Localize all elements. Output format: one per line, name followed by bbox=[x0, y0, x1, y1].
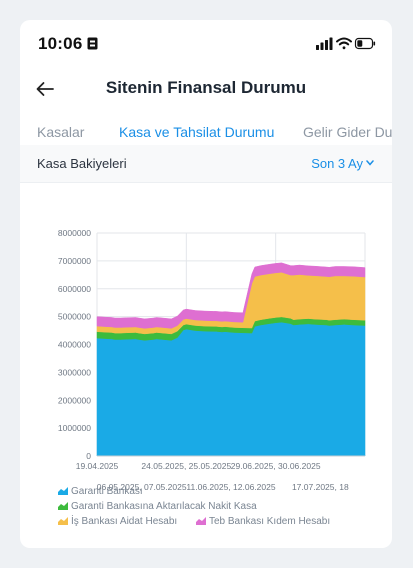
area-chart-icon bbox=[195, 517, 206, 525]
legend-label: Garanti Bankasına Aktarılacak Nakit Kasa bbox=[71, 501, 257, 512]
battery-icon bbox=[354, 37, 376, 50]
x-tick-label: 17.07.2025, 18 bbox=[292, 482, 349, 492]
signal-icon bbox=[316, 37, 333, 50]
y-tick-label: 1000000 bbox=[58, 423, 91, 433]
balance-chart: 8000000 7000000 6000000 5000000 4000000 30000… bbox=[58, 228, 366, 492]
y-tick-label: 2000000 bbox=[58, 395, 91, 405]
area-series-4[interactable] bbox=[96, 262, 366, 329]
page-title: Sitenin Finansal Durumu bbox=[105, 78, 307, 97]
y-tick-label: 3000000 bbox=[58, 367, 91, 377]
system-icons bbox=[316, 37, 376, 50]
tab-kasa-ve-tahsilat[interactable]: Kasa ve Tahsilat Durumu bbox=[119, 124, 275, 140]
legend-label: İş Bankası Aidat Hesabı bbox=[71, 516, 178, 527]
status-time: 10:06 bbox=[38, 34, 83, 53]
tab-gelir-gider[interactable]: Gelir Gider Dur bbox=[303, 124, 392, 140]
area-chart-icon bbox=[58, 517, 68, 525]
y-tick-label: 8000000 bbox=[58, 228, 91, 238]
legend-item-is-bankasi[interactable]: İş Bankası Aidat Hesabı bbox=[58, 514, 177, 529]
title-bar: Sitenin Finansal Durumu bbox=[20, 70, 392, 110]
x-tick-label: 19.04.2025 bbox=[76, 461, 119, 471]
x-tick-label: 11.06.2025, 12.06.2025 bbox=[186, 482, 275, 492]
y-axis: 8000000 7000000 6000000 5000000 4000000 30000… bbox=[58, 228, 91, 461]
area-chart-icon bbox=[58, 487, 68, 495]
phone-screen: 10:06 bbox=[20, 20, 392, 548]
status-bar: 10:06 bbox=[20, 20, 392, 66]
y-tick-label: 4000000 bbox=[58, 340, 91, 350]
tab-kasalar[interactable]: Kasalar bbox=[37, 124, 85, 140]
wifi-icon bbox=[336, 37, 352, 50]
legend-label: Garanti Bankası bbox=[71, 486, 143, 497]
legend-item-aktarilacak[interactable]: Garanti Bankasına Aktarılacak Nakit Kasa bbox=[58, 499, 257, 514]
legend-item-garanti[interactable]: Garanti Bankası bbox=[58, 484, 143, 499]
y-tick-label: 0 bbox=[86, 451, 91, 461]
period-label: Son 3 Ay bbox=[311, 156, 363, 171]
legend-label: Teb Bankası Kıdem Hesabı bbox=[208, 516, 331, 527]
panel-header: Kasa Bakiyeleri Son 3 Ay bbox=[20, 145, 392, 183]
area-chart-icon bbox=[58, 502, 68, 510]
y-tick-label: 5000000 bbox=[58, 312, 91, 322]
x-tick-label: 24.05.2025, 25.05.2025 bbox=[141, 461, 231, 471]
area-series-1[interactable] bbox=[96, 321, 366, 457]
x-tick-label: 06.05.2025, 07.05.2025 bbox=[97, 482, 187, 492]
x-tick-label: 29.06.2025, 30.06.2025 bbox=[231, 461, 321, 471]
chart-areas bbox=[96, 262, 366, 457]
x-axis: 19.04.2025 24.05.2025, 25.05.2025 29.06.20… bbox=[76, 455, 365, 492]
chevron-down-icon bbox=[366, 160, 374, 166]
y-tick-label: 7000000 bbox=[58, 256, 91, 266]
arrow-left-icon[interactable] bbox=[34, 78, 56, 100]
chart-legend: Garanti Bankası Garanti Bankasına Aktarı… bbox=[58, 484, 388, 529]
period-dropdown[interactable]: Son 3 Ay bbox=[311, 156, 374, 171]
lock-icon bbox=[87, 37, 98, 50]
y-tick-label: 6000000 bbox=[58, 284, 91, 294]
legend-item-teb[interactable]: Teb Bankası Kıdem Hesabı bbox=[195, 514, 331, 529]
panel-title: Kasa Bakiyeleri bbox=[37, 156, 127, 171]
